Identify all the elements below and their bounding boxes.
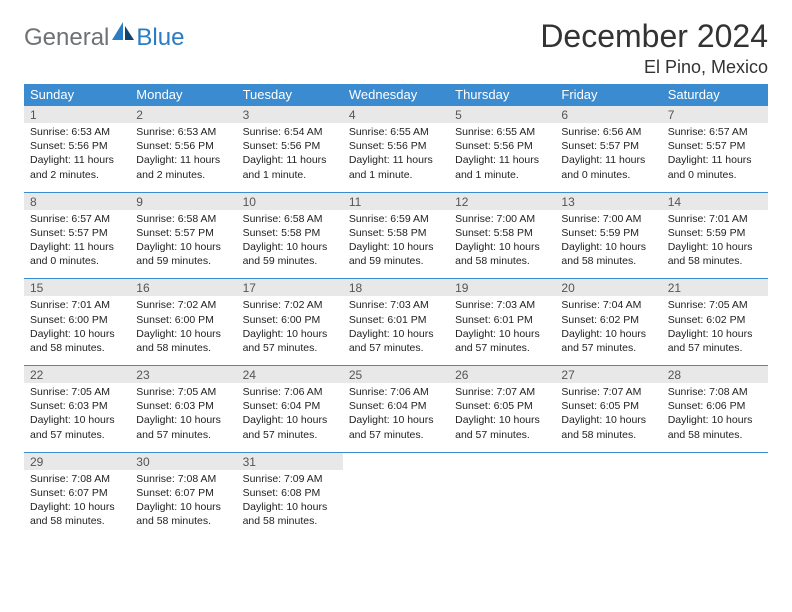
day-number: 8 bbox=[24, 192, 130, 210]
day-detail: Sunrise: 7:02 AMSunset: 6:00 PMDaylight:… bbox=[237, 296, 343, 365]
day-detail: Sunrise: 7:05 AMSunset: 6:02 PMDaylight:… bbox=[662, 296, 768, 365]
dow-saturday: Saturday bbox=[662, 84, 768, 106]
day-number: 25 bbox=[343, 366, 449, 384]
day-number: 27 bbox=[555, 366, 661, 384]
day-detail: Sunrise: 6:53 AMSunset: 5:56 PMDaylight:… bbox=[130, 123, 236, 192]
day-detail: Sunrise: 7:00 AMSunset: 5:59 PMDaylight:… bbox=[555, 210, 661, 279]
day-number: 21 bbox=[662, 279, 768, 297]
day-detail: Sunrise: 6:53 AMSunset: 5:56 PMDaylight:… bbox=[24, 123, 130, 192]
day-detail-row: Sunrise: 7:05 AMSunset: 6:03 PMDaylight:… bbox=[24, 383, 768, 452]
day-detail: Sunrise: 7:05 AMSunset: 6:03 PMDaylight:… bbox=[130, 383, 236, 452]
location: El Pino, Mexico bbox=[540, 57, 768, 78]
day-number bbox=[555, 452, 661, 470]
day-detail: Sunrise: 7:02 AMSunset: 6:00 PMDaylight:… bbox=[130, 296, 236, 365]
day-number: 10 bbox=[237, 192, 343, 210]
logo: General Blue bbox=[24, 22, 184, 53]
day-number: 28 bbox=[662, 366, 768, 384]
day-number: 4 bbox=[343, 106, 449, 124]
day-number: 24 bbox=[237, 366, 343, 384]
day-detail: Sunrise: 6:54 AMSunset: 5:56 PMDaylight:… bbox=[237, 123, 343, 192]
day-number: 16 bbox=[130, 279, 236, 297]
day-number: 1 bbox=[24, 106, 130, 124]
day-detail bbox=[449, 470, 555, 539]
calendar-body: 1234567Sunrise: 6:53 AMSunset: 5:56 PMDa… bbox=[24, 106, 768, 539]
day-number: 5 bbox=[449, 106, 555, 124]
day-detail: Sunrise: 7:04 AMSunset: 6:02 PMDaylight:… bbox=[555, 296, 661, 365]
day-detail: Sunrise: 6:55 AMSunset: 5:56 PMDaylight:… bbox=[449, 123, 555, 192]
day-number: 18 bbox=[343, 279, 449, 297]
day-number bbox=[343, 452, 449, 470]
day-number: 6 bbox=[555, 106, 661, 124]
calendar-page: General Blue December 2024 El Pino, Mexi… bbox=[0, 0, 792, 538]
day-number: 17 bbox=[237, 279, 343, 297]
day-detail: Sunrise: 7:05 AMSunset: 6:03 PMDaylight:… bbox=[24, 383, 130, 452]
day-detail: Sunrise: 6:57 AMSunset: 5:57 PMDaylight:… bbox=[662, 123, 768, 192]
day-number-row: 1234567 bbox=[24, 106, 768, 124]
day-detail: Sunrise: 7:01 AMSunset: 5:59 PMDaylight:… bbox=[662, 210, 768, 279]
day-detail: Sunrise: 7:03 AMSunset: 6:01 PMDaylight:… bbox=[343, 296, 449, 365]
day-number-row: 22232425262728 bbox=[24, 366, 768, 384]
day-detail: Sunrise: 6:55 AMSunset: 5:56 PMDaylight:… bbox=[343, 123, 449, 192]
page-title: December 2024 bbox=[540, 18, 768, 55]
day-number: 20 bbox=[555, 279, 661, 297]
day-number bbox=[449, 452, 555, 470]
day-number: 23 bbox=[130, 366, 236, 384]
day-number-row: 891011121314 bbox=[24, 192, 768, 210]
day-detail: Sunrise: 7:07 AMSunset: 6:05 PMDaylight:… bbox=[449, 383, 555, 452]
day-number: 26 bbox=[449, 366, 555, 384]
title-block: December 2024 El Pino, Mexico bbox=[540, 18, 768, 78]
day-number-row: 293031 bbox=[24, 452, 768, 470]
day-detail-row: Sunrise: 7:08 AMSunset: 6:07 PMDaylight:… bbox=[24, 470, 768, 539]
day-detail: Sunrise: 7:07 AMSunset: 6:05 PMDaylight:… bbox=[555, 383, 661, 452]
day-number: 14 bbox=[662, 192, 768, 210]
logo-text-blue: Blue bbox=[136, 24, 184, 52]
day-detail: Sunrise: 6:58 AMSunset: 5:57 PMDaylight:… bbox=[130, 210, 236, 279]
day-number-row: 15161718192021 bbox=[24, 279, 768, 297]
day-detail-row: Sunrise: 6:57 AMSunset: 5:57 PMDaylight:… bbox=[24, 210, 768, 279]
day-detail: Sunrise: 6:57 AMSunset: 5:57 PMDaylight:… bbox=[24, 210, 130, 279]
day-number: 29 bbox=[24, 452, 130, 470]
day-detail-row: Sunrise: 7:01 AMSunset: 6:00 PMDaylight:… bbox=[24, 296, 768, 365]
day-number: 2 bbox=[130, 106, 236, 124]
day-number: 11 bbox=[343, 192, 449, 210]
day-detail: Sunrise: 7:08 AMSunset: 6:07 PMDaylight:… bbox=[130, 470, 236, 539]
day-number: 3 bbox=[237, 106, 343, 124]
day-detail bbox=[555, 470, 661, 539]
day-number: 7 bbox=[662, 106, 768, 124]
day-number: 13 bbox=[555, 192, 661, 210]
day-detail: Sunrise: 6:56 AMSunset: 5:57 PMDaylight:… bbox=[555, 123, 661, 192]
day-detail-row: Sunrise: 6:53 AMSunset: 5:56 PMDaylight:… bbox=[24, 123, 768, 192]
day-detail: Sunrise: 7:06 AMSunset: 6:04 PMDaylight:… bbox=[343, 383, 449, 452]
day-number bbox=[662, 452, 768, 470]
header: General Blue December 2024 El Pino, Mexi… bbox=[24, 18, 768, 78]
day-detail: Sunrise: 7:09 AMSunset: 6:08 PMDaylight:… bbox=[237, 470, 343, 539]
dow-sunday: Sunday bbox=[24, 84, 130, 106]
day-detail: Sunrise: 7:01 AMSunset: 6:00 PMDaylight:… bbox=[24, 296, 130, 365]
day-detail: Sunrise: 6:58 AMSunset: 5:58 PMDaylight:… bbox=[237, 210, 343, 279]
day-number: 30 bbox=[130, 452, 236, 470]
day-detail: Sunrise: 7:08 AMSunset: 6:06 PMDaylight:… bbox=[662, 383, 768, 452]
calendar-table: Sunday Monday Tuesday Wednesday Thursday… bbox=[24, 84, 768, 538]
dow-thursday: Thursday bbox=[449, 84, 555, 106]
day-detail: Sunrise: 7:08 AMSunset: 6:07 PMDaylight:… bbox=[24, 470, 130, 539]
dow-monday: Monday bbox=[130, 84, 236, 106]
day-detail: Sunrise: 7:00 AMSunset: 5:58 PMDaylight:… bbox=[449, 210, 555, 279]
logo-sail-icon bbox=[112, 22, 134, 45]
day-number: 22 bbox=[24, 366, 130, 384]
day-detail bbox=[662, 470, 768, 539]
day-number: 31 bbox=[237, 452, 343, 470]
day-number: 19 bbox=[449, 279, 555, 297]
day-number: 9 bbox=[130, 192, 236, 210]
logo-text-general: General bbox=[24, 24, 109, 52]
day-detail bbox=[343, 470, 449, 539]
day-detail: Sunrise: 7:06 AMSunset: 6:04 PMDaylight:… bbox=[237, 383, 343, 452]
day-detail: Sunrise: 7:03 AMSunset: 6:01 PMDaylight:… bbox=[449, 296, 555, 365]
day-detail: Sunrise: 6:59 AMSunset: 5:58 PMDaylight:… bbox=[343, 210, 449, 279]
dow-wednesday: Wednesday bbox=[343, 84, 449, 106]
day-number: 15 bbox=[24, 279, 130, 297]
day-of-week-row: Sunday Monday Tuesday Wednesday Thursday… bbox=[24, 84, 768, 106]
day-number: 12 bbox=[449, 192, 555, 210]
dow-friday: Friday bbox=[555, 84, 661, 106]
dow-tuesday: Tuesday bbox=[237, 84, 343, 106]
